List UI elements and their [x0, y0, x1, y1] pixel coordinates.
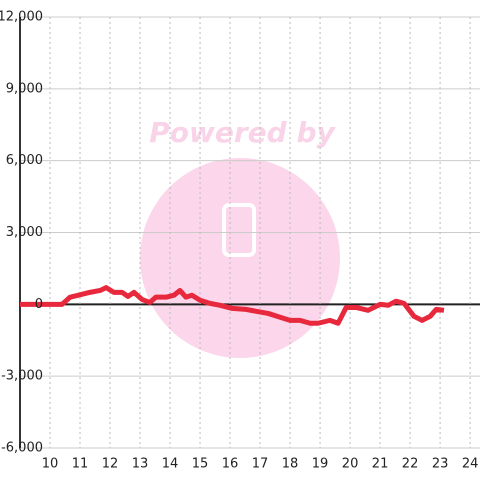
x-tick-label: 12 — [102, 457, 119, 472]
y-tick-label: 0 — [35, 297, 43, 312]
x-tick-label: 22 — [402, 457, 419, 472]
x-tick-label: 13 — [132, 457, 149, 472]
y-tick-label: 12,000 — [0, 10, 43, 25]
y-tick-label: -6,000 — [1, 441, 43, 456]
x-tick-label: 23 — [432, 457, 449, 472]
x-tick-label: 17 — [252, 457, 269, 472]
x-tick-label: 24 — [462, 457, 479, 472]
x-tick-label: 21 — [372, 457, 389, 472]
x-tick-label: 16 — [222, 457, 239, 472]
x-tick-label: 20 — [342, 457, 359, 472]
watermark-icon — [222, 203, 256, 257]
y-tick-label: 9,000 — [6, 81, 43, 96]
x-tick-label: 14 — [162, 457, 179, 472]
x-tick-label: 18 — [282, 457, 299, 472]
watermark-text: Powered by — [149, 116, 336, 149]
y-tick-label: 6,000 — [6, 153, 43, 168]
y-tick-label: 3,000 — [6, 225, 43, 240]
x-tick-label: 11 — [72, 457, 89, 472]
x-tick-label: 10 — [42, 457, 59, 472]
x-tick-label: 19 — [312, 457, 329, 472]
x-tick-label: 15 — [192, 457, 209, 472]
y-tick-label: -3,000 — [1, 369, 43, 384]
data-line — [20, 285, 445, 326]
